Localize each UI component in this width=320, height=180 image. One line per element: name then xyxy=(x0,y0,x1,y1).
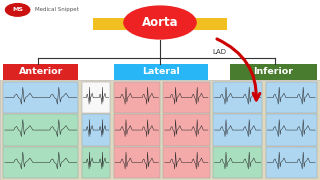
Bar xyxy=(114,147,160,178)
Bar xyxy=(266,114,317,146)
Bar xyxy=(82,114,110,146)
Bar xyxy=(3,147,78,178)
Text: Aorta: Aorta xyxy=(142,16,178,29)
Bar xyxy=(3,64,78,80)
Bar xyxy=(213,147,262,178)
Bar xyxy=(93,18,134,30)
Circle shape xyxy=(4,2,31,17)
Bar xyxy=(213,82,262,113)
Text: LAD: LAD xyxy=(213,49,227,55)
Bar xyxy=(230,64,317,80)
Bar xyxy=(163,114,210,146)
Bar xyxy=(114,114,160,146)
Bar xyxy=(114,64,208,80)
Text: Inferior: Inferior xyxy=(254,68,294,76)
Ellipse shape xyxy=(123,5,197,40)
Bar xyxy=(266,147,317,178)
Text: MS: MS xyxy=(12,7,23,12)
Bar xyxy=(213,114,262,146)
Bar xyxy=(163,82,210,113)
Text: Anterior: Anterior xyxy=(19,68,63,76)
Bar xyxy=(82,82,110,113)
Text: Lateral: Lateral xyxy=(142,68,180,76)
Bar xyxy=(0,80,320,180)
Text: Medical Snippet: Medical Snippet xyxy=(35,7,79,12)
Bar xyxy=(186,18,227,30)
Bar xyxy=(266,82,317,113)
Bar xyxy=(3,114,78,146)
FancyArrowPatch shape xyxy=(217,39,260,100)
Bar xyxy=(82,147,110,178)
Bar xyxy=(114,82,160,113)
Bar xyxy=(163,147,210,178)
Bar xyxy=(3,82,78,113)
